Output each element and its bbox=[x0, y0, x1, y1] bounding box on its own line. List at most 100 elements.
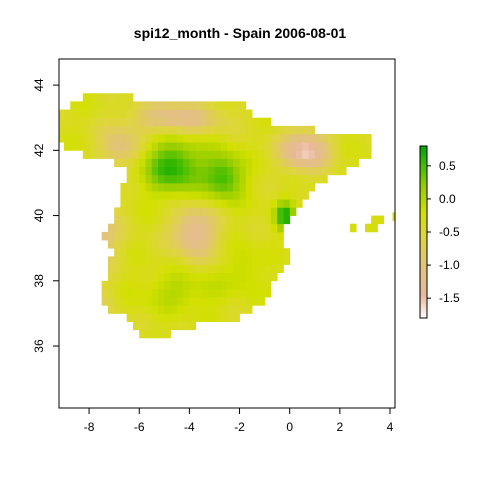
raster-cell bbox=[132, 215, 140, 225]
raster-cell bbox=[176, 199, 184, 208]
raster-cell bbox=[132, 158, 140, 168]
raster-cell bbox=[189, 240, 197, 249]
raster-cell bbox=[352, 142, 360, 151]
raster-cell bbox=[314, 142, 322, 151]
raster-cell bbox=[158, 248, 165, 257]
raster-cell bbox=[195, 305, 203, 314]
raster-cell bbox=[189, 223, 197, 233]
raster-cell bbox=[377, 215, 385, 225]
raster-cell bbox=[258, 174, 266, 184]
x-tick-label: -6 bbox=[134, 420, 145, 434]
raster-cell bbox=[195, 207, 203, 216]
raster-cell bbox=[264, 223, 272, 233]
raster-cell bbox=[76, 134, 84, 143]
raster-cell bbox=[270, 174, 278, 184]
raster-cell bbox=[252, 297, 259, 306]
raster-cell bbox=[120, 207, 128, 216]
raster-cell bbox=[101, 134, 109, 143]
raster-cell bbox=[233, 297, 240, 306]
raster-cell bbox=[220, 272, 228, 282]
raster-cell bbox=[233, 134, 240, 143]
raster-cell bbox=[170, 256, 178, 265]
y-tick-label: 38 bbox=[32, 274, 46, 288]
raster-cell bbox=[176, 101, 184, 110]
raster-cell bbox=[270, 240, 278, 249]
raster-cell bbox=[314, 158, 322, 168]
raster-cell bbox=[139, 288, 146, 298]
raster-cell bbox=[164, 321, 171, 331]
raster-cell bbox=[107, 305, 115, 314]
raster-cell bbox=[339, 158, 347, 168]
raster-cell bbox=[264, 158, 272, 168]
raster-cell bbox=[220, 215, 228, 225]
raster-cell bbox=[101, 231, 109, 241]
raster-cell bbox=[164, 272, 171, 282]
raster-cell bbox=[302, 125, 309, 135]
raster-cell bbox=[145, 134, 153, 143]
raster-cell bbox=[101, 117, 109, 127]
raster-cell bbox=[308, 134, 316, 143]
raster-cell bbox=[333, 166, 341, 176]
raster-cell bbox=[195, 101, 203, 110]
raster-cell bbox=[264, 142, 272, 151]
raster-cell bbox=[220, 297, 228, 306]
legend-tick-label: -1.0 bbox=[439, 258, 460, 272]
raster-cell bbox=[239, 288, 247, 298]
raster-cell bbox=[126, 248, 134, 257]
raster-cell bbox=[183, 109, 190, 119]
raster-cell bbox=[201, 150, 209, 159]
raster-cell bbox=[201, 142, 209, 151]
raster-cell bbox=[59, 125, 65, 135]
y-tick-label: 36 bbox=[32, 339, 46, 353]
raster-cell bbox=[139, 329, 146, 339]
raster-cell bbox=[252, 248, 259, 257]
raster-cell bbox=[132, 182, 140, 192]
raster-cell bbox=[101, 288, 109, 298]
raster-cell bbox=[158, 101, 165, 110]
raster-cell bbox=[208, 264, 215, 274]
legend-swatch bbox=[420, 246, 427, 250]
raster-cell bbox=[233, 264, 240, 274]
raster-cell bbox=[151, 223, 159, 233]
raster-cell bbox=[333, 134, 341, 143]
raster-cell bbox=[151, 125, 159, 135]
raster-cell bbox=[352, 158, 360, 168]
raster-cell bbox=[183, 313, 190, 322]
raster-cell bbox=[239, 256, 247, 265]
raster-cell bbox=[208, 256, 215, 265]
raster-cell bbox=[151, 305, 159, 314]
raster-cell bbox=[195, 174, 203, 184]
raster-cell bbox=[151, 256, 159, 265]
raster-cell bbox=[201, 207, 209, 216]
raster-cell bbox=[295, 166, 303, 176]
raster-cell bbox=[289, 125, 297, 135]
raster-cell bbox=[214, 264, 222, 274]
raster-cell bbox=[95, 150, 103, 159]
raster-cell bbox=[295, 182, 303, 192]
raster-cell bbox=[158, 191, 165, 200]
raster-cell bbox=[183, 231, 190, 241]
raster-cell bbox=[339, 166, 347, 176]
raster-cell bbox=[120, 191, 128, 200]
raster-cell bbox=[170, 142, 178, 151]
raster-cell bbox=[233, 280, 240, 290]
raster-cell bbox=[183, 223, 190, 233]
raster-cell bbox=[258, 199, 266, 208]
raster-cell bbox=[132, 207, 140, 216]
raster-cell bbox=[82, 117, 90, 127]
raster-cell bbox=[189, 109, 197, 119]
raster-cell bbox=[195, 223, 203, 233]
raster-cell bbox=[358, 134, 366, 143]
raster-cell bbox=[158, 158, 165, 168]
raster-cell bbox=[189, 191, 197, 200]
raster-cell bbox=[176, 297, 184, 306]
raster-cell bbox=[170, 248, 178, 257]
raster-cell bbox=[195, 240, 203, 249]
raster-cell bbox=[158, 305, 165, 314]
raster-cell bbox=[270, 231, 278, 241]
raster-cell bbox=[114, 272, 121, 282]
raster-cell bbox=[239, 248, 247, 257]
raster-cell bbox=[145, 174, 153, 184]
raster-cell bbox=[107, 109, 115, 119]
raster-cell bbox=[183, 199, 190, 208]
